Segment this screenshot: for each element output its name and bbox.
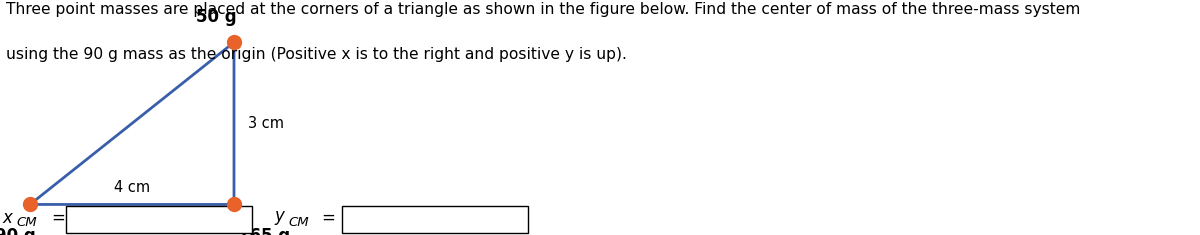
Text: using the 90 g mass as the origin (Positive x is to the right and positive y is : using the 90 g mass as the origin (Posit… xyxy=(6,47,626,62)
Point xyxy=(224,40,244,44)
Text: CM: CM xyxy=(288,215,308,229)
Text: $\it{x}$: $\it{x}$ xyxy=(2,209,14,227)
FancyBboxPatch shape xyxy=(342,206,528,233)
Text: 4 cm: 4 cm xyxy=(114,180,150,195)
Text: =: = xyxy=(322,209,336,227)
Text: 90 g: 90 g xyxy=(0,227,36,235)
Text: =: = xyxy=(52,209,66,227)
Text: Three point masses are placed at the corners of a triangle as shown in the figur: Three point masses are placed at the cor… xyxy=(6,2,1080,17)
Point xyxy=(20,203,40,206)
Text: 50 g: 50 g xyxy=(196,8,236,26)
Text: 3 cm: 3 cm xyxy=(248,116,284,131)
Text: $\it{y}$: $\it{y}$ xyxy=(274,209,286,227)
Text: CM: CM xyxy=(17,215,37,229)
FancyBboxPatch shape xyxy=(66,206,252,233)
Point xyxy=(224,203,244,206)
Text: 165 g: 165 g xyxy=(238,227,290,235)
